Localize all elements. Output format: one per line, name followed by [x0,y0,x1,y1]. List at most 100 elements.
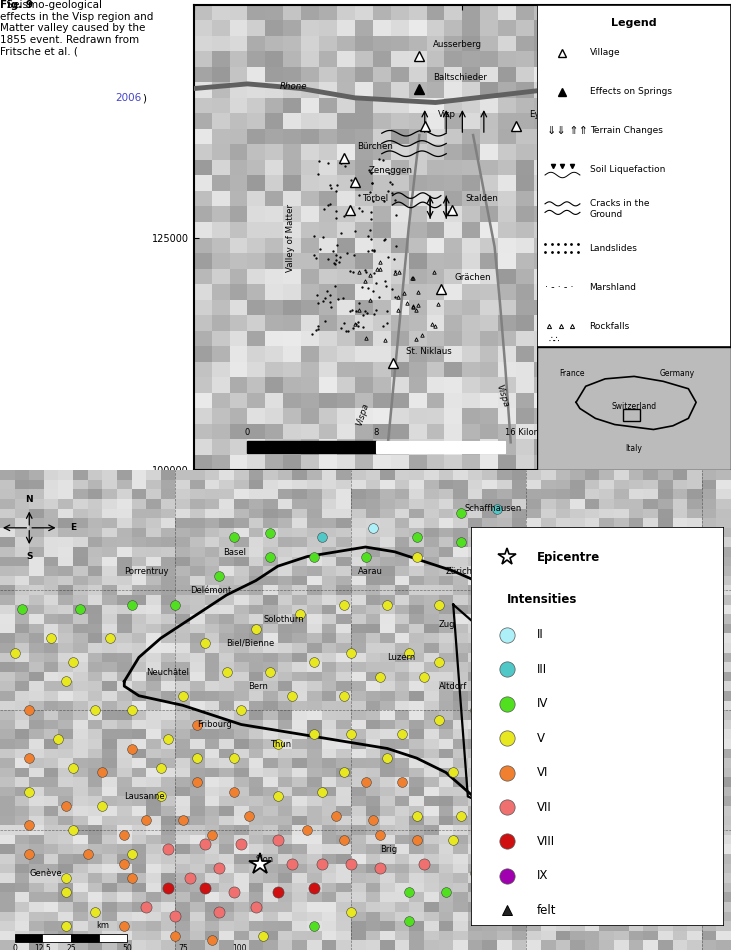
Bar [190,730,205,739]
Bar [292,499,307,508]
Bar [468,864,482,873]
Bar [497,557,512,566]
Bar [599,912,614,922]
Bar [351,912,366,922]
Bar [497,940,512,950]
Bar [390,269,409,284]
Bar [355,176,373,191]
Bar [716,643,731,653]
Bar [366,845,380,854]
Bar [570,470,585,480]
Bar [599,787,614,796]
Bar [482,700,497,711]
Bar [117,691,132,700]
Bar [556,547,570,557]
Bar [395,700,409,711]
Bar [249,499,263,508]
Bar [322,576,336,585]
Bar [0,902,15,912]
Bar [175,672,190,681]
Bar [468,777,482,787]
Bar [643,816,658,826]
Bar [390,346,409,362]
Bar [88,653,102,662]
Bar [175,614,190,624]
Bar [249,691,263,700]
Bar [175,643,190,653]
Bar [468,835,482,845]
Bar [132,595,146,604]
Bar [336,931,351,940]
Bar [497,758,512,768]
Bar [512,557,526,566]
Bar [552,392,570,408]
Bar [132,758,146,768]
Bar [351,528,366,538]
Bar [355,191,373,206]
Bar [687,739,702,749]
Bar [695,315,713,331]
Bar [556,787,570,796]
Bar [497,576,512,585]
Bar [212,51,230,66]
Bar [570,711,585,720]
Bar [556,873,570,883]
Bar [194,129,212,144]
Bar [380,768,395,777]
Bar [556,777,570,787]
Bar [614,787,629,796]
Bar [336,787,351,796]
Bar [249,489,263,499]
Bar [212,331,230,346]
Bar [190,566,205,576]
Bar [624,98,642,113]
Bar [307,576,322,585]
Bar [278,604,292,615]
Bar [219,691,234,700]
Bar [424,835,439,845]
Bar [278,585,292,595]
Bar [278,528,292,538]
Bar [58,614,73,624]
Bar [658,873,673,883]
Bar [88,547,102,557]
Bar [497,720,512,730]
Bar [427,160,444,176]
Bar [643,538,658,547]
Bar [482,576,497,585]
Bar [337,455,355,470]
Bar [614,643,629,653]
Bar [219,796,234,806]
Bar [44,614,58,624]
Bar [570,20,588,36]
Bar [380,940,395,950]
Bar [292,796,307,806]
Bar [702,538,716,547]
Bar [351,854,366,864]
Bar [673,662,687,672]
Bar [409,826,424,835]
Bar [642,160,659,176]
Bar [71,934,99,941]
Bar [687,653,702,662]
Bar [278,787,292,796]
Bar [132,730,146,739]
Bar [351,672,366,681]
Bar [44,873,58,883]
Bar [146,845,161,854]
Bar [395,614,409,624]
Bar [355,331,373,346]
Bar [15,931,29,940]
Bar [0,749,15,758]
Bar [516,284,534,299]
Bar [322,662,336,672]
Bar [102,547,117,557]
Bar [658,739,673,749]
Bar [301,269,319,284]
Bar [29,922,44,931]
Bar [424,576,439,585]
Bar [482,796,497,806]
Bar [395,931,409,940]
Bar [29,566,44,576]
Bar [322,528,336,538]
